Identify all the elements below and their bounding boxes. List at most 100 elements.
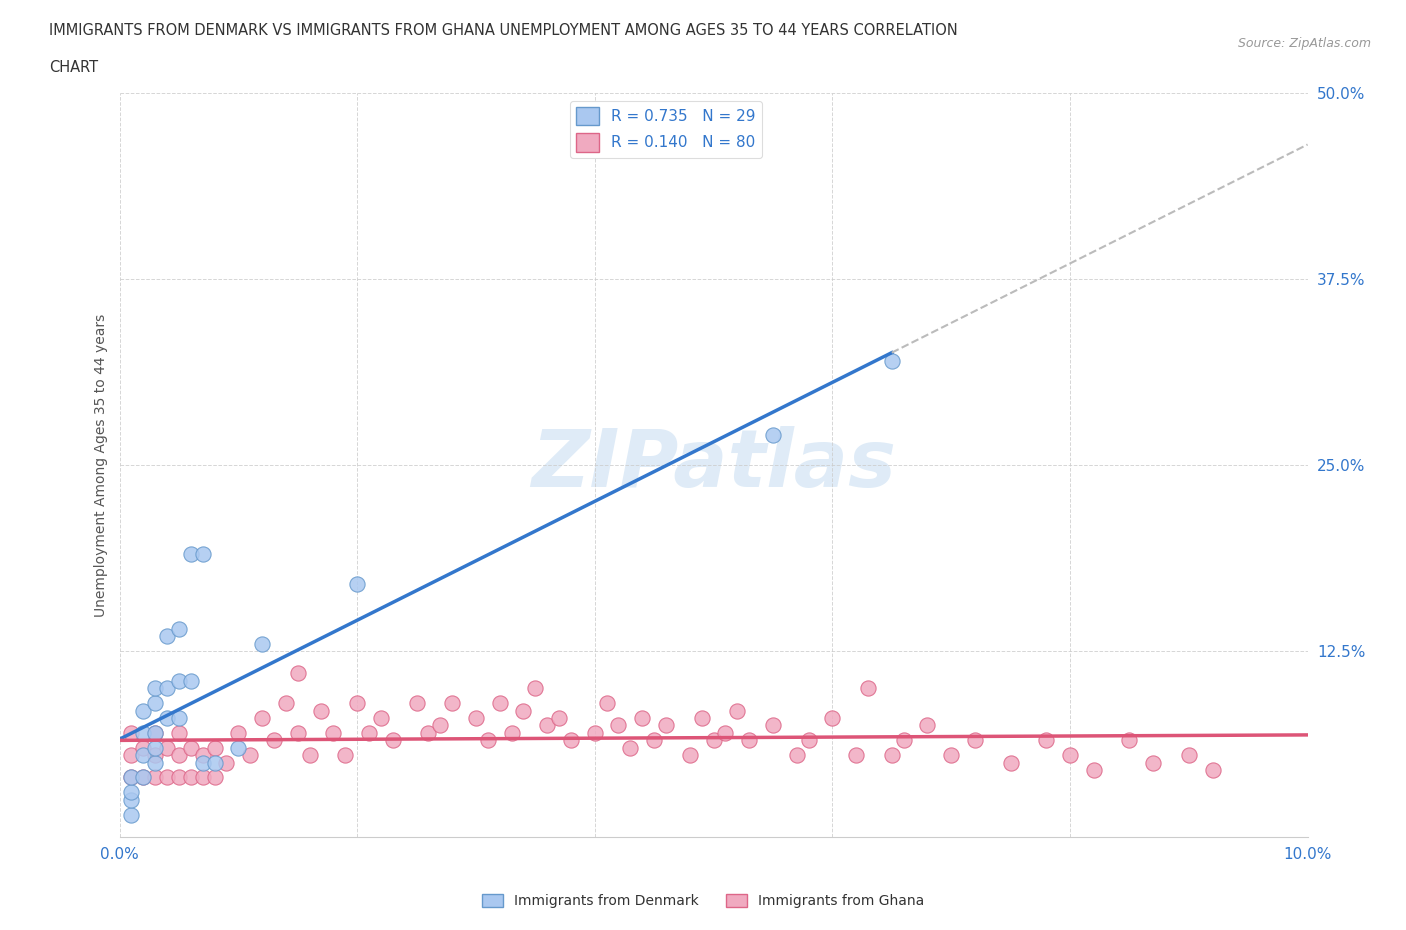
Point [250,636,273,651]
Point [156,740,179,755]
Point [963,733,986,748]
Point [156,711,179,725]
Point [143,696,166,711]
Point [595,696,617,711]
Point [477,733,499,748]
Point [180,770,202,785]
Point [405,696,427,711]
Point [583,725,606,740]
Point [1118,733,1140,748]
Point [1178,748,1201,763]
Point [132,703,155,718]
Point [167,621,190,636]
Point [120,748,142,763]
Point [132,770,155,785]
Point [346,696,368,711]
Point [322,725,344,740]
Point [512,703,534,718]
Point [250,711,273,725]
Text: ZIPatlas: ZIPatlas [531,426,896,504]
Point [560,733,582,748]
Point [370,711,392,725]
Point [180,673,202,688]
Point [856,681,879,696]
Point [120,770,142,785]
Point [274,696,297,711]
Point [346,577,368,591]
Point [738,733,761,748]
Point [156,681,179,696]
Point [821,711,844,725]
Point [204,755,226,770]
Point [429,718,451,733]
Point [191,755,214,770]
Text: IMMIGRANTS FROM DENMARK VS IMMIGRANTS FROM GHANA UNEMPLOYMENT AMONG AGES 35 TO 4: IMMIGRANTS FROM DENMARK VS IMMIGRANTS FR… [49,23,957,38]
Point [1201,763,1223,777]
Point [690,711,713,725]
Point [191,770,214,785]
Point [120,770,142,785]
Point [191,547,214,562]
Point [120,785,142,800]
Point [167,770,190,785]
Point [357,725,380,740]
Point [167,673,190,688]
Point [143,681,166,696]
Point [786,748,808,763]
Point [464,711,486,725]
Legend: Immigrants from Denmark, Immigrants from Ghana: Immigrants from Denmark, Immigrants from… [477,889,929,914]
Point [156,629,179,644]
Point [132,748,155,763]
Point [381,733,404,748]
Point [228,725,250,740]
Point [143,770,166,785]
Point [120,792,142,807]
Point [120,807,142,822]
Point [1083,763,1105,777]
Point [418,725,440,740]
Point [893,733,915,748]
Point [120,725,142,740]
Point [143,755,166,770]
Point [287,666,309,681]
Point [132,770,155,785]
Point [524,681,547,696]
Point [536,718,558,733]
Point [167,748,190,763]
Point [762,718,785,733]
Point [298,748,321,763]
Point [441,696,464,711]
Text: Source: ZipAtlas.com: Source: ZipAtlas.com [1237,37,1371,50]
Point [132,740,155,755]
Point [702,733,725,748]
Point [643,733,665,748]
Point [239,748,262,763]
Point [143,748,166,763]
Point [215,755,238,770]
Point [880,353,903,368]
Point [1059,748,1081,763]
Y-axis label: Unemployment Among Ages 35 to 44 years: Unemployment Among Ages 35 to 44 years [94,313,108,617]
Point [714,725,737,740]
Point [939,748,962,763]
Point [501,725,523,740]
Point [228,740,250,755]
Point [180,740,202,755]
Point [679,748,702,763]
Point [655,718,678,733]
Point [156,770,179,785]
Point [167,711,190,725]
Point [143,725,166,740]
Point [762,428,785,443]
Point [311,703,333,718]
Point [797,733,820,748]
Point [845,748,868,763]
Point [143,740,166,755]
Point [143,725,166,740]
Point [488,696,510,711]
Point [725,703,748,718]
Point [180,547,202,562]
Point [263,733,285,748]
Point [548,711,571,725]
Point [607,718,630,733]
